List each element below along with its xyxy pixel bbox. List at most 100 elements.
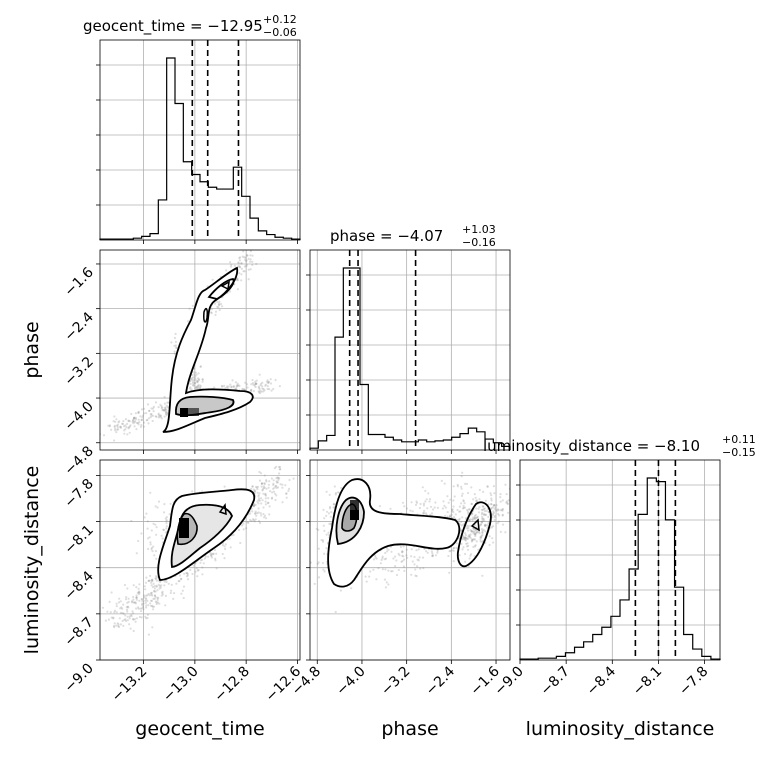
panel-21-sample-1062	[475, 516, 478, 520]
panel-10-sample-43	[154, 401, 158, 404]
panel-20-sample-675	[161, 590, 164, 593]
panel-20-sample-404	[183, 572, 186, 575]
panel-10-sample-597	[194, 371, 197, 374]
panel-21-sample-838	[325, 547, 328, 550]
panel-10-sample-50	[117, 428, 120, 431]
panel-20-sample-263	[146, 599, 149, 603]
panel-21-sample-532	[424, 500, 427, 503]
panel-21-sample-963	[461, 538, 465, 541]
panel-21-sample-115	[419, 502, 422, 506]
panel-20-sample-1039	[155, 557, 158, 560]
panel-10-sample-120	[134, 420, 137, 423]
panel-20-sample-615	[186, 574, 189, 577]
panel-21-sample-600	[409, 509, 412, 512]
panel-20-sample-189	[125, 596, 128, 599]
panel-10-sample-849	[246, 254, 249, 257]
panel-21-sample-426	[397, 568, 400, 572]
panel-20-sample-610	[126, 619, 129, 622]
panel-20-sample-696	[104, 619, 107, 622]
panel-20-sample-737	[223, 557, 226, 560]
panel-21-sample-618	[443, 482, 446, 485]
panel-21-sample-271	[317, 561, 320, 564]
panel-10-sample-486	[190, 378, 193, 381]
panel-10-sample-234	[249, 390, 252, 393]
panel-21-sample-127	[458, 518, 461, 522]
panel-10-sample-128	[110, 428, 113, 431]
panel-20-sample-36	[207, 555, 210, 558]
panel-10-sample-206	[269, 382, 273, 385]
panel-10-sample-696	[218, 300, 221, 303]
panel-20-sample-731	[150, 546, 153, 550]
panel-10-sample-81	[127, 427, 130, 430]
panel-20-sample-440	[116, 622, 119, 625]
panel-21-sample-609	[452, 516, 456, 519]
panel-10-sample-426	[190, 388, 193, 391]
panel-20-sample-264	[164, 604, 167, 607]
panel-21-sample-1134	[465, 545, 469, 548]
panel-20-sample-523	[110, 616, 113, 619]
panel-21-sample-696	[481, 574, 484, 577]
panel-10-sample-649	[238, 266, 242, 269]
panel-20-sample-102	[180, 578, 183, 581]
panel-luminosity-distance-vs-geocent-time	[99, 459, 301, 661]
panel-10-sample-450	[197, 383, 200, 386]
panel-21-sample-431	[452, 485, 455, 488]
panel-21-sample-779	[322, 508, 325, 511]
panel-21-sample-1118	[484, 524, 487, 528]
panel-20-sample-303	[172, 597, 175, 601]
panel-20-sample-5	[169, 591, 172, 595]
panel-10-sample-826	[247, 278, 250, 281]
panel-21-sample-34	[454, 513, 457, 516]
panel-21-sample-1106	[499, 509, 502, 512]
panel-10-sample-314	[258, 373, 261, 376]
panel-20-sample-134	[135, 607, 138, 610]
panel-10-sample-729	[188, 307, 191, 310]
panel-10-sample-636	[214, 302, 217, 305]
panel-21-sample-864	[328, 522, 331, 526]
panel-21-sample-631	[456, 508, 459, 512]
panel-20-sample-286	[191, 572, 194, 576]
panel-20-sample-929	[161, 537, 164, 540]
panel-20-sample-491	[258, 470, 261, 474]
ytick-label-phase-0: −4.8	[61, 443, 96, 478]
panel-20-sample-707	[165, 525, 168, 528]
panel-21-sample-881	[332, 503, 335, 506]
panel-20-sample-180	[150, 578, 154, 581]
panel-20-sample-585	[196, 575, 199, 578]
panel-20-sample-465	[150, 593, 153, 596]
hist-phase-grid	[306, 250, 510, 450]
panel-20-sample-458	[149, 574, 152, 578]
panel-20-sample-819	[165, 516, 168, 519]
ytick-label-luminosity-distance-2: −8.4	[61, 568, 96, 603]
panel-10-sample-152	[140, 418, 144, 421]
panel-21-sample-173	[421, 486, 424, 489]
panel-21-sample-1061	[469, 537, 472, 540]
panel-21-sample-112	[413, 555, 416, 559]
panel-10-sample-91	[115, 431, 118, 434]
panel-21-sample-1092	[490, 494, 493, 497]
panel-10-sample-599	[197, 385, 200, 388]
panel-21-sample-987	[479, 540, 482, 543]
panel-20-sample-16	[135, 596, 138, 600]
panel-21-sample-70	[484, 524, 487, 527]
panel-20-sample-534	[272, 483, 275, 487]
panel-10-sample-592	[199, 365, 202, 368]
panel-10-sample-775	[245, 259, 248, 262]
panel-21-sample-1010	[493, 514, 496, 517]
panel-20-sample-139	[260, 482, 263, 485]
panel-20-sample-129	[115, 624, 118, 627]
panel-20-sample-86	[145, 606, 148, 609]
panel-20-sample-163	[259, 472, 263, 475]
panel-21-sample-1077	[479, 536, 483, 539]
panel-21-sample-195	[381, 557, 384, 560]
panel-10-sample-604	[249, 254, 252, 257]
panel-21-sample-1101	[466, 542, 469, 545]
panel-10-sample-108	[159, 414, 162, 417]
panel-20-sample-653	[156, 589, 159, 592]
panel-20-sample-519	[170, 583, 173, 586]
panel-20-sample-283	[185, 571, 188, 575]
panel-10-sample-389	[227, 385, 230, 388]
panel-20-sample-302	[175, 582, 178, 585]
panel-20-sample-359	[124, 619, 128, 623]
panel-10-sample-49	[118, 420, 121, 423]
